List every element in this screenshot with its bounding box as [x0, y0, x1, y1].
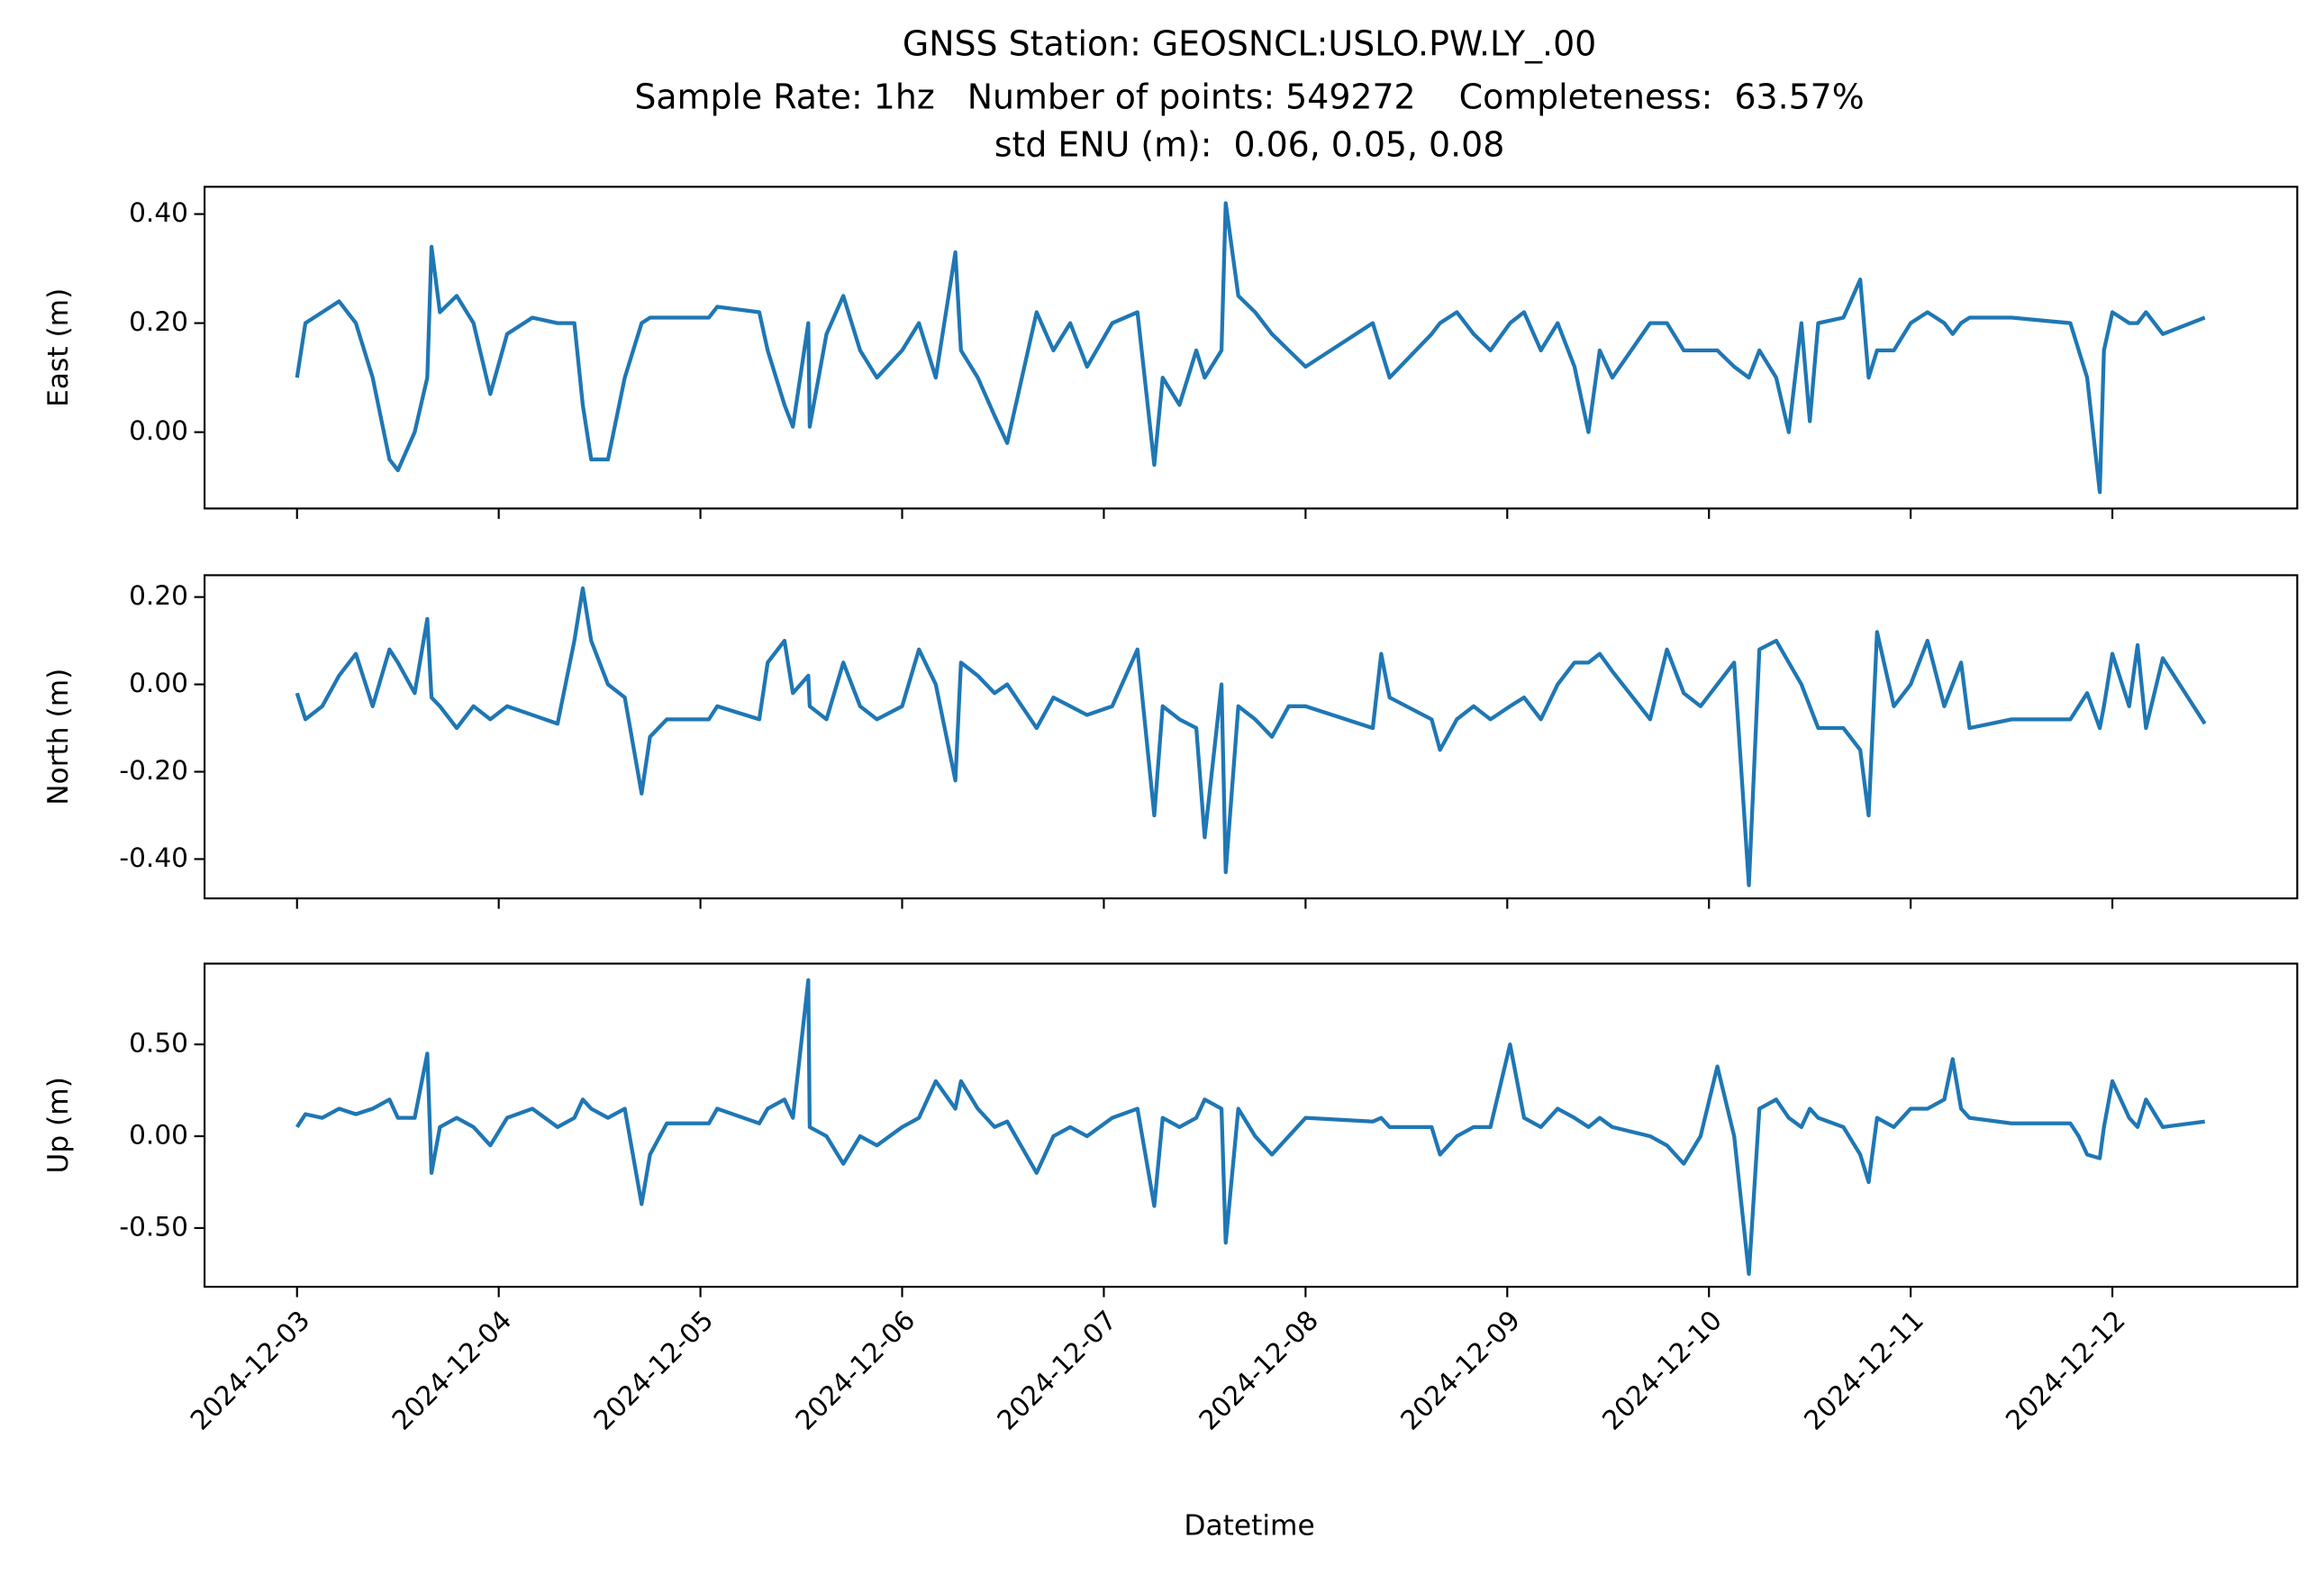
data-line [295, 201, 2206, 495]
y-tick-label: 0.00 [129, 1120, 188, 1151]
title-line: GNSS Station: GEOSNCL:USLO.PW.LY_.00 [903, 24, 1596, 64]
y-tick-label: -0.50 [119, 1211, 188, 1242]
y-tick-label: 0.00 [129, 668, 188, 698]
y-tick-label: 0.40 [129, 197, 188, 228]
y-axis-label: Up (m) [42, 1077, 75, 1173]
y-tick-label: -0.20 [119, 755, 188, 786]
y-axis-label: North (m) [42, 669, 75, 806]
data-line [295, 978, 2205, 1277]
x-axis-label: Datetime [1184, 1510, 1314, 1543]
title-line: std ENU (m): 0.06, 0.05, 0.08 [994, 124, 1504, 164]
y-tick-label: 0.20 [129, 306, 188, 337]
y-tick-label: 0.50 [129, 1028, 188, 1059]
y-tick-label: -0.40 [119, 842, 188, 873]
axes-frame [204, 186, 2299, 510]
y-tick-label: 0.20 [129, 580, 188, 611]
axes-frame [204, 962, 2299, 1288]
axes-frame [204, 574, 2299, 900]
y-tick-label: 0.00 [129, 415, 188, 446]
title-line: Sample Rate: 1hz Number of points: 54927… [634, 77, 1864, 117]
data-line [295, 586, 2207, 888]
y-axis-label: East (m) [42, 288, 75, 407]
